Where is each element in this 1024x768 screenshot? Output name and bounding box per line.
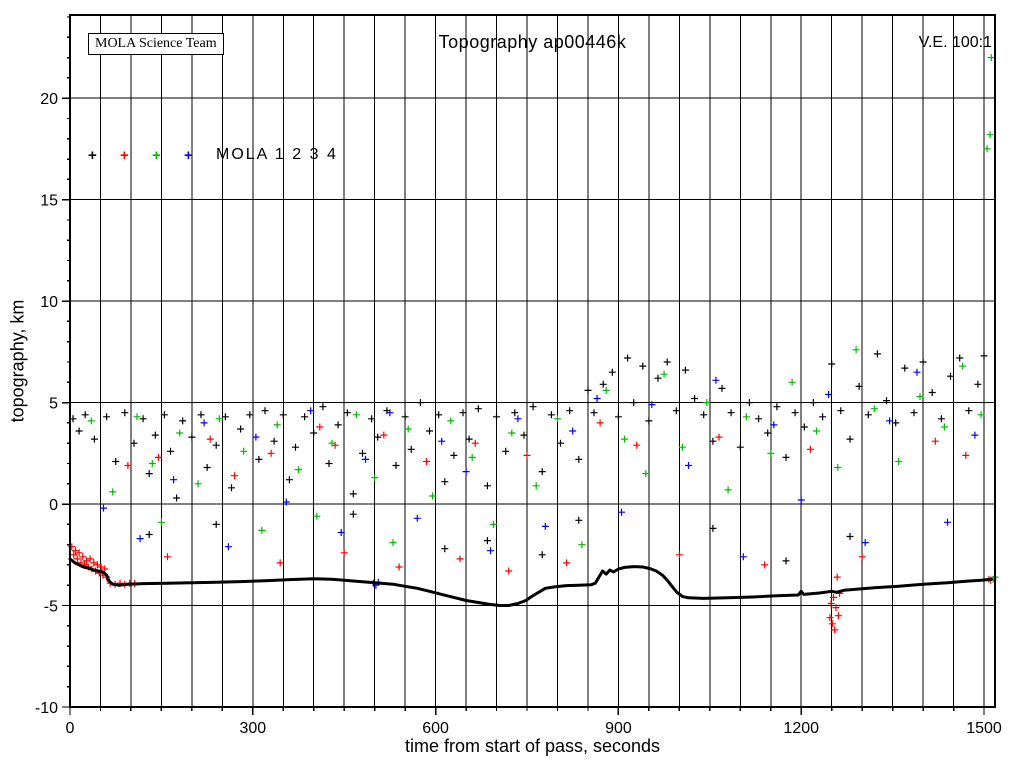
scatter-series-3 [87, 54, 999, 583]
grid-lines [69, 15, 995, 708]
legend: + + + + MOLA 1 2 3 4 [88, 146, 338, 164]
svg-text:1200: 1200 [783, 720, 819, 737]
svg-text:15: 15 [40, 193, 58, 210]
tick-labels: 0 300 600 900 1200 1500 -10 -5 0 5 10 15 20 [35, 91, 1002, 737]
ground-topography-trace [68, 557, 993, 607]
legend-label: MOLA 1 2 3 4 [216, 146, 338, 163]
legend-marker-mola-1: + [88, 146, 97, 164]
svg-text:5: 5 [49, 396, 58, 413]
svg-text:1500: 1500 [966, 720, 1002, 737]
svg-text:0: 0 [49, 497, 58, 514]
svg-text:600: 600 [422, 720, 449, 737]
mola-science-team-box: MOLA Science Team [88, 33, 224, 55]
scatter-series-1 [69, 350, 988, 565]
x-axis-label: time from start of pass, seconds [404, 736, 661, 756]
axis-ticks [62, 16, 985, 715]
legend-marker-mola-2: + [120, 146, 129, 164]
y-axis-label: topography, km [7, 299, 28, 423]
vertical-exaggeration-label: V.E. 100:1 [918, 34, 992, 51]
chart-title: Topography ap00446k [438, 32, 627, 52]
scatter-series-4 [100, 368, 979, 589]
plot-frame [69, 14, 996, 708]
svg-text:900: 900 [605, 720, 632, 737]
legend-marker-mola-3: + [152, 146, 161, 164]
svg-text:300: 300 [239, 720, 266, 737]
svg-text:20: 20 [40, 91, 58, 108]
svg-text:0: 0 [66, 720, 75, 737]
svg-text:-5: -5 [44, 599, 58, 616]
svg-text:10: 10 [40, 294, 58, 311]
svg-text:-10: -10 [35, 700, 58, 717]
legend-marker-mola-4: + [184, 146, 193, 164]
scatter-series-2 [68, 419, 995, 634]
